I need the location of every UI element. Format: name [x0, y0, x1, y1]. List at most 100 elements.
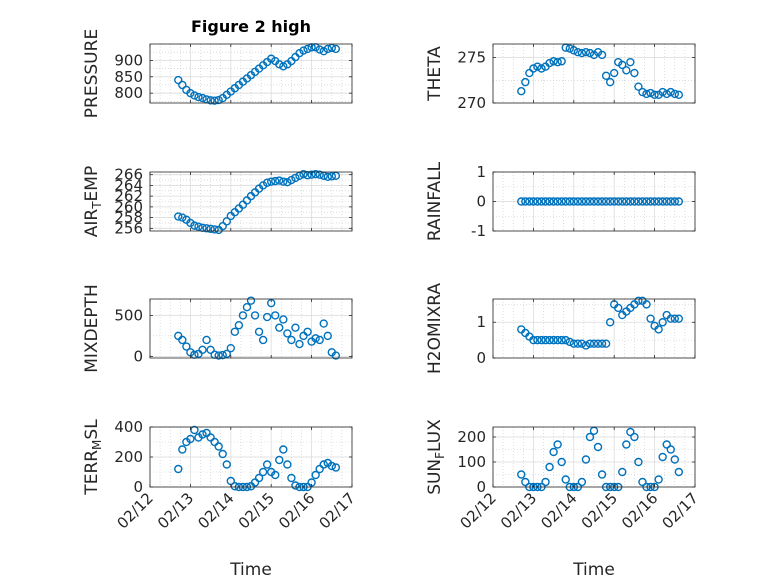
x-axis-label-left: Time: [229, 560, 272, 580]
data-point: [642, 197, 651, 206]
y-tick-label: 262: [114, 187, 143, 205]
data-point: [634, 457, 643, 467]
y-tick-label: 100: [457, 453, 486, 471]
data-point: [275, 60, 284, 69]
data-point: [658, 452, 667, 462]
data-point: [271, 311, 280, 320]
data-point: [521, 197, 530, 206]
y-axis-label-sun-flux: SUNFLUX: [425, 419, 447, 495]
y-tick-label: 0: [133, 478, 143, 496]
data-point: [601, 71, 611, 80]
data-point: [670, 197, 679, 206]
data-point: [553, 335, 562, 345]
data-point: [210, 96, 219, 105]
data-point: [646, 88, 655, 98]
data-point: [226, 343, 236, 353]
data-point: [198, 430, 207, 439]
data-point: [610, 197, 619, 206]
data-point: [557, 57, 566, 66]
axes-box: [149, 43, 353, 104]
data-point: [565, 197, 574, 206]
axes-box: [149, 171, 353, 232]
data-point: [222, 349, 231, 359]
data-point: [327, 461, 336, 471]
data-point: [561, 475, 570, 484]
data-point: [573, 197, 583, 206]
subplot-h2omixra: 0 1 H2OMIXRA: [425, 283, 696, 374]
data-point: [666, 445, 675, 454]
x-tick-label: 02/15: [235, 489, 278, 532]
data-point: [254, 473, 264, 483]
data-point: [601, 339, 611, 348]
data-point: [315, 170, 324, 179]
data-point: [182, 342, 191, 351]
data-point: [650, 90, 659, 100]
data-point: [323, 44, 332, 54]
data-point: [202, 224, 211, 233]
data-point: [230, 327, 240, 336]
data-point: [529, 335, 538, 345]
data-point: [287, 473, 296, 483]
data-point: [303, 44, 312, 54]
data-point: [622, 440, 631, 449]
data-point: [614, 303, 623, 313]
x-tick-label: 02/16: [275, 489, 318, 532]
data-point: [618, 197, 627, 206]
y-tick-label: 0: [476, 193, 486, 211]
data-point: [642, 89, 651, 99]
data-point: [630, 68, 639, 78]
data-point: [271, 176, 280, 186]
data-point: [666, 197, 675, 206]
data-point: [521, 477, 530, 487]
y-axis-label-mixdepth: MIXDEPTH: [82, 284, 102, 373]
data-point: [537, 335, 546, 345]
data-point: [242, 302, 252, 312]
data-point: [638, 87, 647, 97]
x-tick-label: 02/16: [618, 489, 661, 532]
data-point: [517, 470, 526, 479]
figure-title: Figure 2 high: [191, 17, 311, 36]
data-point: [553, 197, 562, 206]
data-point: [303, 327, 312, 336]
y-tick-label: 258: [114, 209, 143, 227]
data-point: [174, 464, 183, 474]
data-point: [662, 197, 671, 206]
ticks: [149, 426, 353, 488]
ticks: [149, 172, 353, 231]
data-point: [279, 62, 288, 71]
data-point: [589, 339, 599, 348]
y-tick-label: 266: [114, 166, 143, 184]
data-point: [545, 197, 554, 206]
ticks: [149, 299, 353, 358]
data-point: [275, 455, 284, 465]
data-point: [565, 337, 574, 347]
data-point: [222, 217, 231, 226]
data-point: [206, 224, 215, 234]
data-point: [597, 50, 607, 60]
data-point: [262, 460, 272, 469]
data-point: [646, 314, 655, 323]
data-point: [283, 177, 292, 187]
data-point: [210, 225, 219, 234]
data-point: [246, 296, 256, 305]
data-point: [630, 432, 639, 442]
y-tick-label: 800: [114, 84, 143, 102]
data-point: [666, 314, 675, 323]
y-tick-label: 200: [457, 428, 486, 446]
data-point: [533, 197, 542, 206]
data-point: [178, 335, 187, 345]
data-point: [287, 175, 296, 185]
data-series: [517, 296, 684, 350]
y-tick-label: -1: [471, 222, 486, 240]
data-point: [557, 335, 566, 345]
data-point: [267, 54, 276, 63]
data-point: [638, 477, 647, 487]
ticks: [492, 171, 696, 232]
data-point: [593, 197, 603, 206]
data-point: [174, 75, 183, 85]
data-point: [262, 178, 272, 187]
data-series: [517, 43, 684, 100]
